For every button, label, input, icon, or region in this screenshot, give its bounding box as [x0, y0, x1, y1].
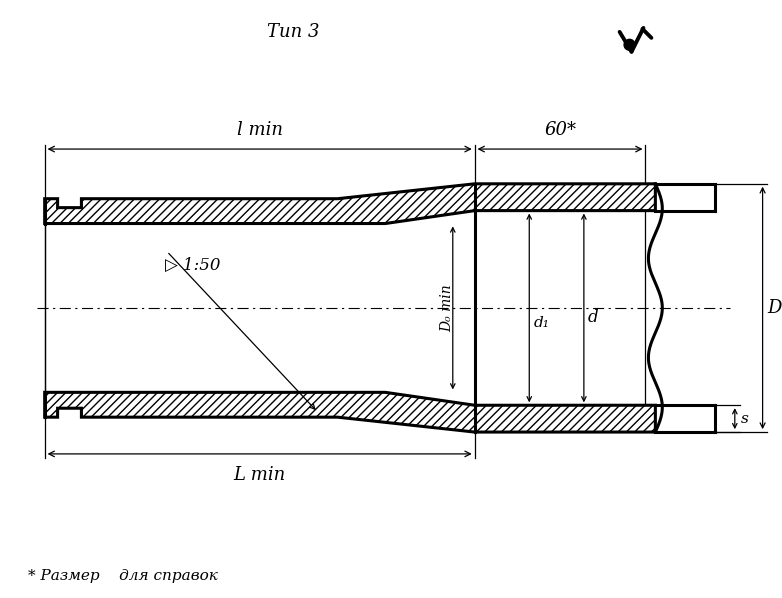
Text: d: d: [588, 309, 598, 327]
Text: Тип 3: Тип 3: [267, 23, 319, 41]
Text: l min: l min: [237, 121, 282, 139]
Circle shape: [624, 39, 635, 50]
Text: L min: L min: [234, 466, 285, 484]
Text: d₁: d₁: [533, 316, 549, 330]
Text: D₀ min: D₀ min: [439, 284, 454, 332]
Polygon shape: [45, 184, 655, 224]
Text: D: D: [768, 299, 782, 317]
Text: 60*: 60*: [544, 121, 576, 139]
Text: * Размер    для справок: * Размер для справок: [28, 569, 217, 583]
Text: ▷ 1:50: ▷ 1:50: [165, 257, 221, 274]
Polygon shape: [45, 392, 655, 432]
Text: s: s: [741, 411, 748, 426]
